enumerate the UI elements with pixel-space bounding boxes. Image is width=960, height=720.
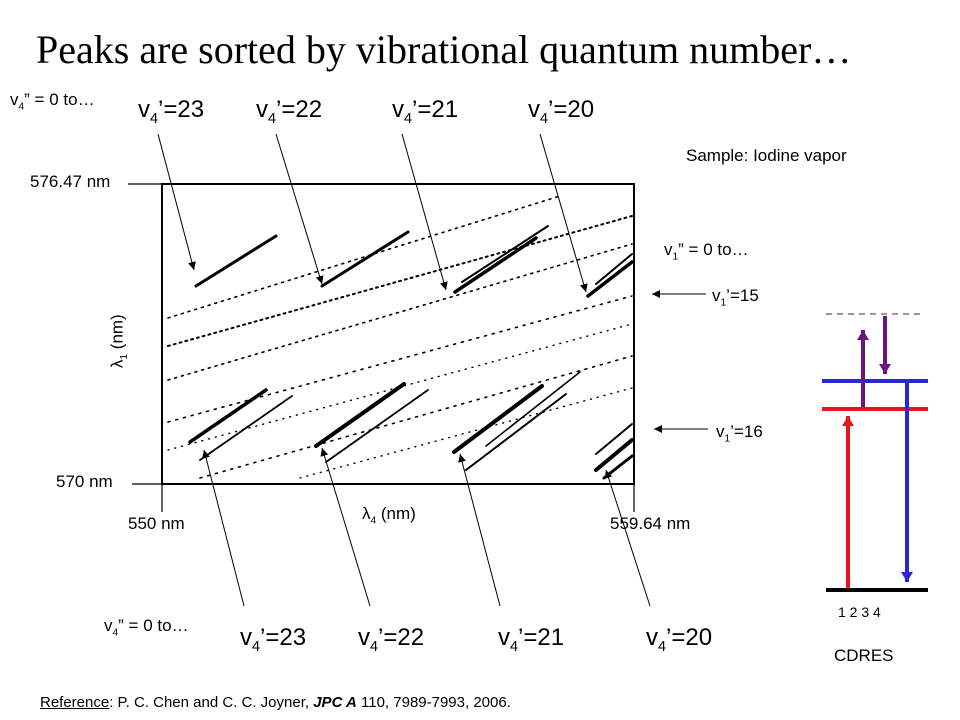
streak-23-lower-b — [199, 395, 293, 461]
arrow-top-21 — [401, 133, 448, 291]
peak-streaks — [167, 195, 634, 480]
bottom-label-20: v4’=20 — [646, 624, 713, 655]
dotted-progression-7 — [299, 387, 633, 479]
right-note: v1” = 0 to… — [664, 240, 749, 263]
slide-title: Peaks are sorted by vibrational quantum … — [36, 27, 852, 72]
dotted-progression-5 — [199, 355, 633, 479]
streak-21-lower-b — [465, 393, 567, 471]
bottom-label-22: v4’=22 — [358, 624, 425, 655]
x-axis-label: λ4 (nm) — [362, 504, 416, 527]
arrow-top-22 — [275, 133, 324, 285]
streak-20-upper — [586, 260, 634, 298]
cdres-label: CDRES — [834, 646, 894, 665]
dotted-progression-4 — [167, 295, 633, 423]
arrow-top-20 — [539, 133, 588, 293]
top-left-note: v4” = 0 to… — [10, 90, 95, 113]
arrow-bottom-21 — [458, 453, 501, 607]
arrow-top-23 — [157, 133, 196, 271]
streak-21-lower-c — [485, 371, 581, 447]
streak-21-lower — [452, 384, 544, 454]
dotted-progression-6 — [167, 323, 633, 451]
top-label-20: v4’=20 — [528, 96, 595, 127]
spectrum-frame — [161, 183, 635, 485]
bottom-label-21: v4’=21 — [498, 624, 565, 655]
streak-21-upper-b — [461, 225, 549, 283]
x-left-value: 550 nm — [128, 514, 185, 533]
y-bottom-value: 570 nm — [56, 472, 113, 491]
v1-15-label: v1’=15 — [712, 286, 759, 309]
streak-22-lower-b — [325, 389, 429, 463]
streak-23-upper — [194, 234, 278, 288]
streak-22-upper — [320, 230, 410, 288]
x-right-value: 559.64 nm — [610, 514, 691, 533]
sample-label: Sample: Iodine vapor — [686, 146, 847, 165]
cdres-diagram — [822, 313, 928, 592]
dotted-progression-3 — [167, 195, 561, 319]
reference: Reference: P. C. Chen and C. C. Joyner, … — [40, 694, 511, 711]
arrow-bottom-22 — [320, 447, 371, 607]
dotted-progression-1 — [167, 215, 633, 347]
arrow-bottom-23 — [202, 449, 245, 607]
streak-20-upper-b — [595, 253, 633, 285]
bottom-label-23: v4’=23 — [240, 624, 307, 655]
cdres-numbers: 1 2 3 4 — [838, 604, 881, 620]
streak-20-lower — [594, 438, 634, 472]
bottom-left-note: v4” = 0 to… — [104, 616, 189, 639]
top-label-23: v4’=23 — [138, 96, 205, 127]
y-top-value: 576.47 nm — [30, 172, 111, 191]
v1-16-label: v1’=16 — [716, 422, 763, 445]
streak-22-lower — [314, 382, 406, 448]
top-label-22: v4’=22 — [256, 96, 323, 127]
arrow-bottom-20 — [604, 469, 651, 607]
streak-20-lower-b — [595, 423, 633, 455]
top-label-21: v4’=21 — [392, 96, 459, 127]
